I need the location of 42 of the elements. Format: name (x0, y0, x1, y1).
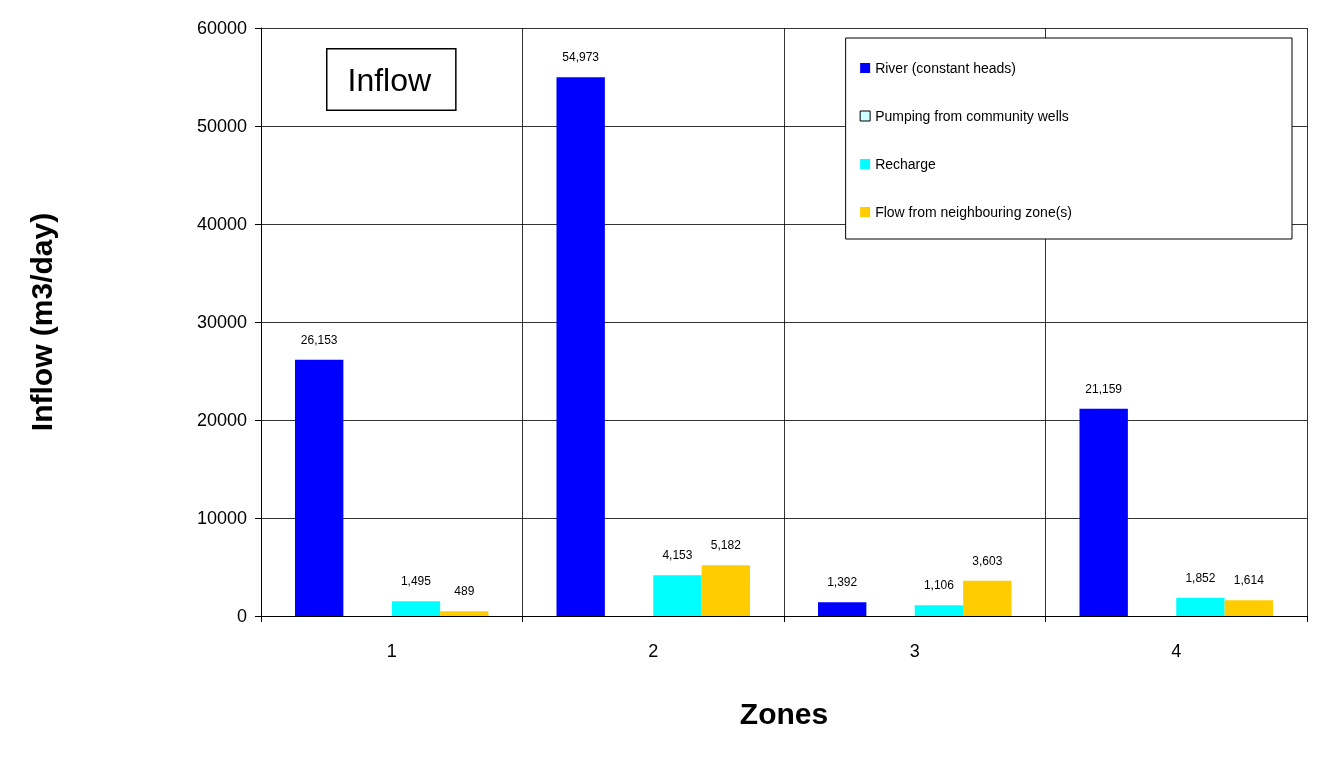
data-label: 5,182 (710, 538, 742, 553)
x-axis-title: Zones (739, 696, 829, 730)
data-label: 54,973 (562, 50, 600, 65)
x-tick-label: 2 (648, 641, 659, 661)
data-label: 1,614 (1233, 573, 1265, 588)
bar (914, 605, 964, 616)
bar (440, 611, 489, 616)
y-tick-label: 10000 (196, 508, 247, 528)
data-label: 489 (454, 584, 475, 599)
data-label: 3,603 (972, 553, 1003, 568)
data-label: 1,106 (923, 578, 955, 593)
bar (701, 565, 751, 616)
y-tick-label: 20000 (196, 410, 247, 430)
legend-label: Flow from neighbouring zone(s) (875, 204, 1073, 220)
bar (556, 77, 605, 616)
data-label: 26,153 (300, 332, 338, 347)
data-label: 1,852 (1185, 570, 1216, 585)
y-tick-label: 40000 (196, 214, 247, 234)
legend-label: Pumping from community wells (875, 108, 1069, 124)
annotation: Inflow (347, 61, 432, 98)
bar (1079, 408, 1128, 616)
bar (653, 575, 702, 616)
data-label: 1,392 (827, 575, 858, 590)
y-tick-label: 30000 (196, 312, 247, 332)
data-label: 1,495 (400, 574, 432, 589)
data-label: 21,159 (1085, 381, 1123, 396)
x-tick-label: 3 (909, 641, 920, 661)
bar (817, 602, 867, 616)
x-tick-label: 1 (386, 641, 397, 661)
legend-label: Recharge (875, 156, 937, 172)
bar (963, 580, 1012, 616)
x-tick-label: 4 (1171, 641, 1182, 661)
bar (1176, 597, 1225, 616)
bar (1224, 600, 1274, 616)
bar (391, 601, 441, 616)
y-axis-title: Inflow (m3/day) (24, 212, 58, 432)
legend-label: River (constant heads) (875, 60, 1016, 76)
data-label: 4,153 (662, 548, 693, 563)
y-tick-label: 50000 (196, 116, 247, 136)
y-tick-label: 0 (236, 606, 247, 626)
y-tick-label: 60000 (196, 18, 247, 38)
bar (295, 359, 344, 616)
